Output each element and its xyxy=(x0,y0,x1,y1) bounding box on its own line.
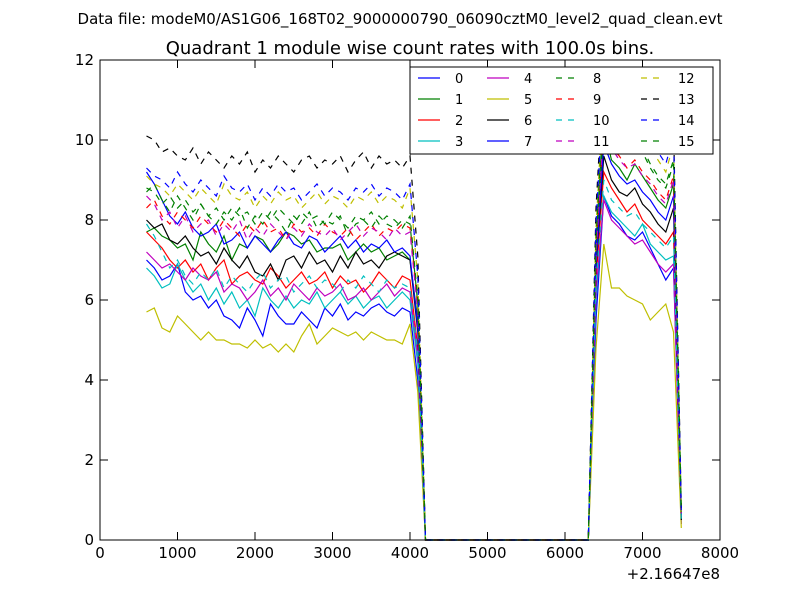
series-line-9 xyxy=(146,119,682,541)
legend-frame xyxy=(409,66,714,155)
legend-label-2: 2 xyxy=(455,114,463,129)
x-tick-label: 2000 xyxy=(236,544,274,562)
legend-label-13: 13 xyxy=(678,93,695,108)
x-tick-label: 3000 xyxy=(313,544,351,562)
y-tick-label: 2 xyxy=(84,451,94,469)
legend-label-5: 5 xyxy=(524,93,532,108)
plot-series-group xyxy=(145,67,682,541)
x-tick-label: 8000 xyxy=(701,544,739,562)
axis-ticks-group: 0 1000 2000 3000 4000 5000 6000 7000 80000246810… xyxy=(75,51,739,562)
y-tick-label: 4 xyxy=(84,371,94,389)
series-line-15 xyxy=(146,99,682,541)
x-tick-label: 5000 xyxy=(468,544,506,562)
legend-label-8: 8 xyxy=(593,72,601,87)
legend-label-12: 12 xyxy=(678,72,695,87)
legend-label-9: 9 xyxy=(593,93,601,108)
x-tick-label: 1000 xyxy=(158,544,196,562)
y-tick-label: 0 xyxy=(84,531,94,549)
legend-label-4: 4 xyxy=(524,72,532,87)
figure-suptitle: Data file: modeM0/AS1G06_168T02_90000007… xyxy=(78,10,723,29)
legend-label-0: 0 xyxy=(455,72,463,87)
series-line-5 xyxy=(146,243,682,541)
legend-label-1: 1 xyxy=(455,93,463,108)
x-tick-label: 0 xyxy=(95,544,105,562)
legend-label-14: 14 xyxy=(678,114,695,129)
x-tick-label: 4000 xyxy=(391,544,429,562)
series-line-12 xyxy=(146,83,682,541)
chart-title: Quadrant 1 module wise count rates with … xyxy=(166,38,655,59)
y-tick-label: 12 xyxy=(75,51,94,69)
x-tick-label: 6000 xyxy=(546,544,584,562)
legend-label-11: 11 xyxy=(593,135,610,150)
legend-label-15: 15 xyxy=(678,135,695,150)
series-line-14 xyxy=(146,79,682,541)
series-line-11 xyxy=(146,123,682,541)
legend-label-3: 3 xyxy=(455,135,463,150)
y-tick-label: 8 xyxy=(84,211,94,229)
legend-label-6: 6 xyxy=(524,114,532,129)
y-tick-label: 6 xyxy=(84,291,94,309)
legend-label-10: 10 xyxy=(593,114,610,129)
y-tick-label: 10 xyxy=(75,131,94,149)
x-tick-label: 7000 xyxy=(623,544,661,562)
x-axis-offset-label: +2.16647e8 xyxy=(627,565,720,583)
legend-label-7: 7 xyxy=(524,135,532,150)
